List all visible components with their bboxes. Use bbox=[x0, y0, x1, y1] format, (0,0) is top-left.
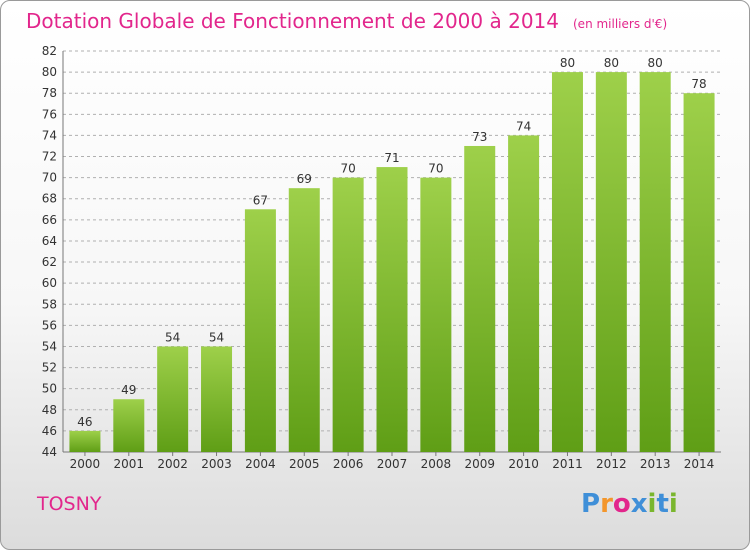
bar-value-label: 78 bbox=[691, 77, 706, 91]
y-tick-label: 50 bbox=[42, 382, 57, 396]
bar bbox=[157, 346, 189, 452]
bar bbox=[201, 346, 233, 452]
y-tick-label: 60 bbox=[42, 276, 57, 290]
logo-letter: i bbox=[647, 489, 657, 519]
y-tick-label: 64 bbox=[42, 234, 57, 248]
bar-value-label: 80 bbox=[648, 56, 663, 70]
chart-title: Dotation Globale de Fonctionnement de 20… bbox=[26, 9, 667, 33]
y-tick-label: 74 bbox=[42, 128, 57, 142]
y-tick-label: 56 bbox=[42, 318, 57, 332]
bar bbox=[639, 72, 671, 453]
x-tick-label: 2013 bbox=[640, 457, 671, 471]
x-tick-label: 2001 bbox=[114, 457, 145, 471]
x-tick-label: 2014 bbox=[684, 457, 715, 471]
bar bbox=[420, 177, 452, 452]
y-tick-label: 70 bbox=[42, 171, 57, 185]
y-tick-label: 82 bbox=[42, 44, 57, 58]
bar-value-label: 80 bbox=[604, 56, 619, 70]
x-tick-label: 2006 bbox=[333, 457, 364, 471]
x-tick-label: 2000 bbox=[70, 457, 101, 471]
x-tick-label: 2004 bbox=[245, 457, 276, 471]
bar-value-label: 80 bbox=[560, 56, 575, 70]
y-tick-label: 72 bbox=[42, 150, 57, 164]
bar bbox=[288, 188, 320, 452]
y-tick-label: 54 bbox=[42, 339, 57, 353]
x-tick-label: 2007 bbox=[377, 457, 408, 471]
title-text: Dotation Globale de Fonctionnement de 20… bbox=[26, 9, 559, 33]
proxiti-logo: Proxiti bbox=[581, 489, 678, 519]
x-tick-label: 2011 bbox=[552, 457, 583, 471]
x-tick-label: 2010 bbox=[508, 457, 539, 471]
bar bbox=[508, 135, 540, 452]
x-tick-label: 2009 bbox=[464, 457, 495, 471]
logo-letter: o bbox=[612, 489, 631, 519]
logo-letter: t bbox=[656, 489, 669, 519]
y-tick-label: 52 bbox=[42, 361, 57, 375]
x-tick-label: 2003 bbox=[201, 457, 232, 471]
y-tick-label: 76 bbox=[42, 107, 57, 121]
bar-value-label: 73 bbox=[472, 130, 487, 144]
bar-value-label: 54 bbox=[165, 330, 180, 344]
logo-letter: i bbox=[668, 489, 678, 519]
bar bbox=[244, 209, 276, 452]
x-tick-label: 2008 bbox=[421, 457, 452, 471]
x-tick-label: 2002 bbox=[157, 457, 188, 471]
bar bbox=[595, 72, 627, 453]
y-tick-label: 62 bbox=[42, 255, 57, 269]
bar bbox=[113, 399, 145, 452]
bar-value-label: 70 bbox=[428, 162, 443, 176]
y-tick-label: 80 bbox=[42, 65, 57, 79]
y-tick-label: 68 bbox=[42, 192, 57, 206]
bar-value-label: 67 bbox=[253, 193, 268, 207]
bar-value-label: 54 bbox=[209, 330, 224, 344]
chart-subtitle: (en milliers d'€) bbox=[573, 17, 668, 31]
y-tick-label: 66 bbox=[42, 213, 57, 227]
city-name: TOSNY bbox=[37, 493, 102, 515]
y-tick-label: 44 bbox=[42, 445, 57, 459]
bar-value-label: 70 bbox=[340, 162, 355, 176]
y-tick-label: 48 bbox=[42, 403, 57, 417]
bar-value-label: 46 bbox=[77, 415, 92, 429]
bar-value-label: 49 bbox=[121, 383, 136, 397]
y-tick-label: 78 bbox=[42, 86, 57, 100]
bar bbox=[464, 145, 496, 452]
x-tick-label: 2012 bbox=[596, 457, 627, 471]
logo-letter: x bbox=[630, 489, 648, 519]
bar bbox=[551, 72, 583, 453]
x-tick-label: 2005 bbox=[289, 457, 320, 471]
bar bbox=[376, 167, 408, 452]
y-tick-label: 58 bbox=[42, 297, 57, 311]
bar bbox=[683, 93, 715, 453]
bar bbox=[69, 430, 101, 452]
bar-value-label: 74 bbox=[516, 119, 531, 133]
logo-letter: r bbox=[600, 489, 613, 519]
bar bbox=[332, 177, 364, 452]
bar-value-label: 71 bbox=[384, 151, 399, 165]
bar-value-label: 69 bbox=[297, 172, 312, 186]
logo-letter: P bbox=[581, 489, 601, 519]
y-tick-label: 46 bbox=[42, 424, 57, 438]
